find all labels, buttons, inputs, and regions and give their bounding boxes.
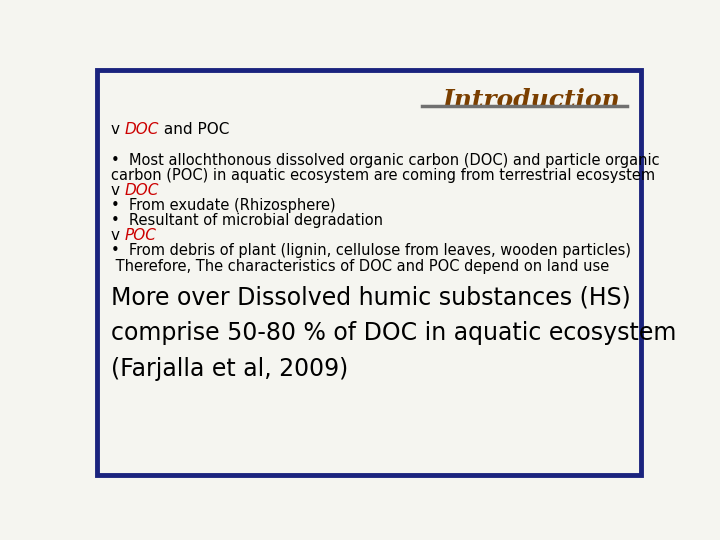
Text: v: v	[111, 122, 125, 137]
Text: and POC: and POC	[159, 122, 230, 137]
Text: Therefore, The characteristics of DOC and POC depend on land use: Therefore, The characteristics of DOC an…	[111, 259, 609, 274]
Text: (Farjalla et al, 2009): (Farjalla et al, 2009)	[111, 357, 348, 381]
Text: v: v	[111, 183, 125, 198]
Text: comprise 50-80 % of DOC in aquatic ecosystem: comprise 50-80 % of DOC in aquatic ecosy…	[111, 321, 677, 345]
Text: •  From exudate (Rhizosphere): • From exudate (Rhizosphere)	[111, 198, 336, 213]
Text: •  Most allochthonous dissolved organic carbon (DOC) and particle organic: • Most allochthonous dissolved organic c…	[111, 153, 660, 168]
Text: •  Resultant of microbial degradation: • Resultant of microbial degradation	[111, 213, 383, 228]
Text: Introduction: Introduction	[442, 87, 620, 112]
Text: POC: POC	[125, 228, 157, 243]
Text: •  From debris of plant (lignin, cellulose from leaves, wooden particles): • From debris of plant (lignin, cellulos…	[111, 243, 631, 258]
Text: DOC: DOC	[125, 122, 159, 137]
Text: v: v	[111, 228, 125, 243]
Text: More over Dissolved humic substances (HS): More over Dissolved humic substances (HS…	[111, 286, 631, 309]
Text: DOC: DOC	[125, 183, 159, 198]
Text: carbon (POC) in aquatic ecosystem are coming from terrestrial ecosystem: carbon (POC) in aquatic ecosystem are co…	[111, 168, 655, 183]
